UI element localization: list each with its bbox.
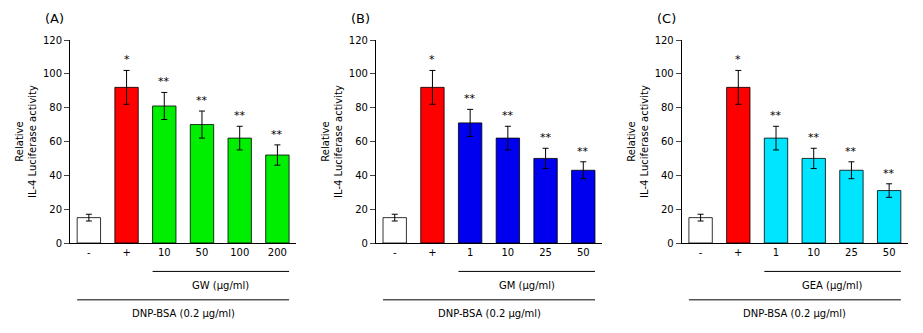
svg-text:40: 40 — [355, 170, 368, 181]
svg-text:120: 120 — [43, 35, 62, 46]
svg-text:RelativeIL-4 Luciferase activi: RelativeIL-4 Luciferase activity — [626, 85, 650, 198]
svg-text:*: * — [124, 53, 130, 66]
svg-text:1: 1 — [467, 247, 473, 258]
svg-text:RelativeIL-4 Luciferase activi: RelativeIL-4 Luciferase activity — [320, 85, 344, 198]
svg-text:DNP-BSA (0.2 μg/ml): DNP-BSA (0.2 μg/ml) — [438, 308, 541, 319]
svg-text:(C): (C) — [657, 11, 676, 26]
svg-text:DNP-BSA (0.2 μg/ml): DNP-BSA (0.2 μg/ml) — [743, 308, 846, 319]
svg-text:**: ** — [845, 145, 857, 158]
svg-text:80: 80 — [49, 102, 62, 113]
svg-text:+: + — [122, 247, 130, 258]
svg-text:10: 10 — [158, 247, 171, 258]
svg-text:10: 10 — [807, 247, 820, 258]
svg-text:GW (μg/ml): GW (μg/ml) — [192, 280, 249, 291]
svg-text:+: + — [428, 247, 436, 258]
svg-text:120: 120 — [349, 35, 368, 46]
svg-text:40: 40 — [661, 170, 674, 181]
svg-text:RelativeIL-4 Luciferase activi: RelativeIL-4 Luciferase activity — [14, 85, 38, 198]
svg-text:120: 120 — [655, 35, 674, 46]
svg-text:100: 100 — [655, 68, 674, 79]
svg-text:-: - — [87, 247, 91, 258]
svg-text:GM (μg/ml): GM (μg/ml) — [499, 280, 555, 291]
svg-text:200: 200 — [268, 247, 287, 258]
svg-text:60: 60 — [661, 136, 674, 147]
svg-text:40: 40 — [49, 170, 62, 181]
svg-text:20: 20 — [49, 204, 62, 215]
svg-text:0: 0 — [56, 238, 62, 249]
svg-text:*: * — [429, 53, 435, 66]
svg-text:25: 25 — [845, 247, 858, 258]
svg-text:**: ** — [770, 109, 782, 122]
svg-text:-: - — [393, 247, 397, 258]
svg-text:60: 60 — [355, 136, 368, 147]
svg-text:**: ** — [502, 109, 514, 122]
svg-text:**: ** — [808, 131, 820, 144]
svg-text:**: ** — [271, 128, 283, 141]
svg-text:100: 100 — [349, 68, 368, 79]
svg-text:GEA (μg/ml): GEA (μg/ml) — [802, 280, 863, 291]
svg-text:DNP-BSA (0.2 μg/ml): DNP-BSA (0.2 μg/ml) — [132, 308, 235, 319]
svg-text:25: 25 — [539, 247, 552, 258]
svg-text:50: 50 — [196, 247, 209, 258]
svg-text:20: 20 — [355, 204, 368, 215]
svg-text:0: 0 — [361, 238, 367, 249]
svg-text:+: + — [734, 247, 742, 258]
svg-text:60: 60 — [49, 136, 62, 147]
svg-text:**: ** — [883, 167, 895, 180]
svg-text:*: * — [735, 53, 741, 66]
svg-text:100: 100 — [43, 68, 62, 79]
svg-text:(A): (A) — [45, 11, 64, 26]
svg-text:**: ** — [540, 131, 552, 144]
svg-text:**: ** — [234, 109, 246, 122]
svg-text:100: 100 — [230, 247, 249, 258]
svg-text:**: ** — [158, 75, 170, 88]
svg-text:10: 10 — [501, 247, 514, 258]
svg-text:(B): (B) — [351, 11, 370, 26]
svg-text:**: ** — [196, 94, 208, 107]
svg-text:50: 50 — [577, 247, 590, 258]
svg-text:1: 1 — [773, 247, 779, 258]
svg-text:80: 80 — [661, 102, 674, 113]
svg-text:0: 0 — [667, 238, 673, 249]
svg-text:**: ** — [464, 92, 476, 105]
svg-text:50: 50 — [883, 247, 896, 258]
svg-text:20: 20 — [661, 204, 674, 215]
svg-text:-: - — [699, 247, 703, 258]
svg-text:80: 80 — [355, 102, 368, 113]
svg-text:**: ** — [577, 145, 589, 158]
